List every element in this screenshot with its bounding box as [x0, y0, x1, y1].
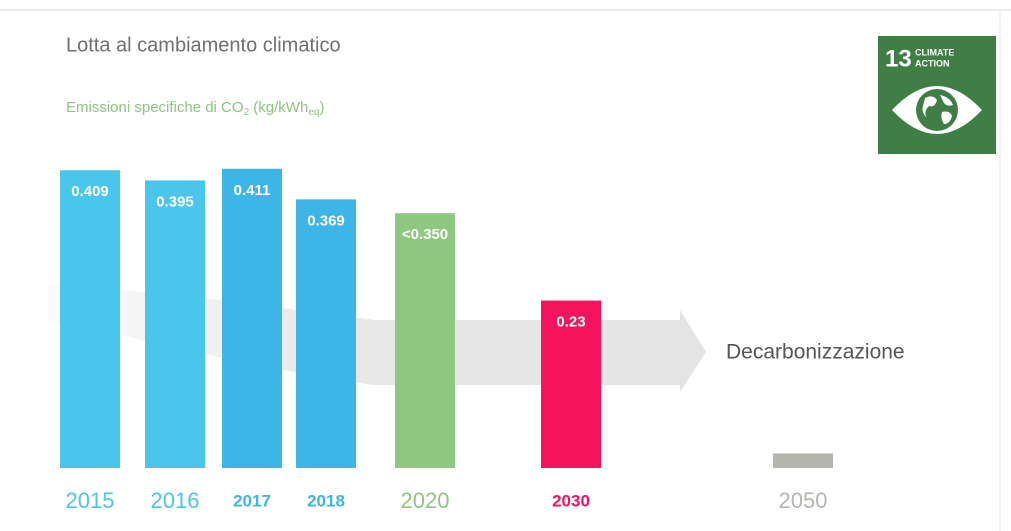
- badge-text: CLIMATE: [915, 47, 954, 57]
- value-label: 0.23: [556, 314, 585, 331]
- iris: [916, 89, 958, 131]
- bar: [145, 180, 205, 468]
- bar: [395, 213, 455, 468]
- badge-number: 13: [885, 45, 912, 72]
- x-tick-label: 2017: [233, 491, 271, 510]
- annotation: Decarbonizzazione: [726, 341, 905, 364]
- value-label: 0.369: [307, 212, 345, 229]
- value-label: 0.395: [156, 193, 194, 210]
- globe: [922, 95, 953, 124]
- x-tick-label: 2050: [779, 488, 828, 513]
- bar: [60, 170, 120, 469]
- bar: [541, 300, 601, 468]
- x-tick-label: 2030: [552, 491, 590, 510]
- value-label: 0.409: [71, 183, 109, 200]
- value-label: <0.350: [402, 226, 448, 243]
- x-tick-label: 2020: [401, 488, 450, 513]
- title: Lotta al cambiamento climatico: [66, 34, 341, 56]
- x-tick-label: 2015: [66, 488, 115, 513]
- x-tick-label: 2018: [307, 491, 345, 510]
- subtitle: Emissioni specifiche di CO2 (kg/kWheq): [66, 99, 324, 118]
- badge-text: ACTION: [915, 58, 950, 68]
- bar: [222, 168, 282, 469]
- bar: [773, 453, 833, 468]
- sdg-badge: 13 CLIMATE ACTION: [878, 36, 996, 154]
- bar: [296, 199, 356, 469]
- x-tick-label: 2016: [151, 488, 200, 513]
- value-label: 0.411: [234, 182, 271, 199]
